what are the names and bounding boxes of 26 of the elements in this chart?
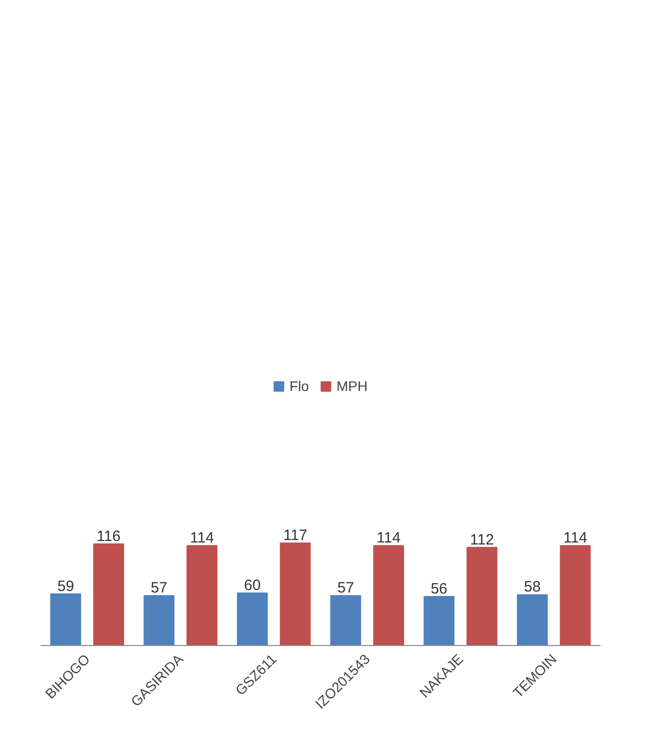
data-label: 57 [150,580,168,597]
bar [560,545,591,646]
data-label: 112 [470,531,494,548]
data-label: 56 [430,580,448,598]
bar [50,593,82,646]
data-label: 58 [524,578,541,596]
bar [186,545,218,646]
bar [424,596,454,646]
data-label: 117 [283,526,308,544]
bar [466,546,498,646]
bar [93,543,124,646]
legend-label: MPH [336,378,368,394]
legend-label: Flo [289,378,310,394]
bar [516,594,548,646]
data-label: 114 [190,530,214,547]
data-label: 59 [57,578,74,595]
data-label: 114 [563,530,588,547]
bar [236,592,268,646]
data-label: 60 [244,576,261,594]
bar [280,542,311,646]
data-label: 114 [376,530,401,547]
data-label: 116 [96,528,121,545]
bar [373,545,404,646]
bar [330,595,362,646]
data-label: 57 [337,580,354,597]
bar [144,595,174,646]
